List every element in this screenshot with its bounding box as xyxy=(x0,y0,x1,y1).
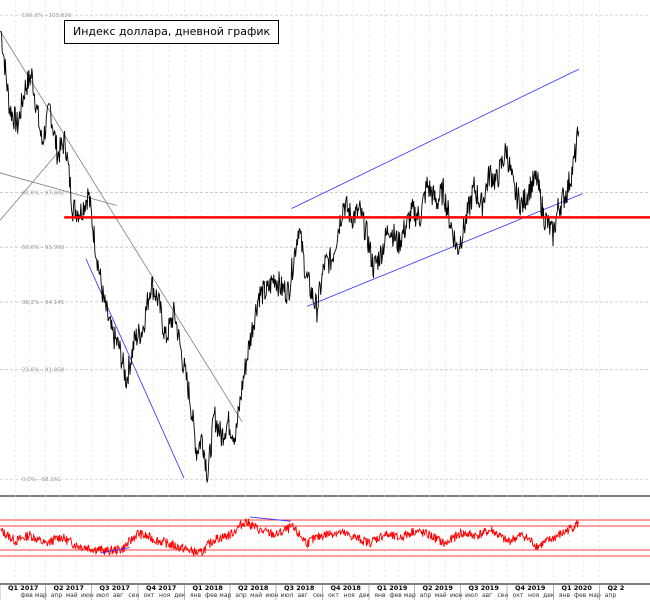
quarter-tick-label: Q4 2019 xyxy=(515,584,546,592)
month-tick-label: окт xyxy=(328,592,339,599)
month-tick-label: мар xyxy=(35,592,47,599)
month-tick-label: ноя xyxy=(344,592,356,599)
month-tick-label: авг xyxy=(482,592,492,599)
month-tick-label: мар xyxy=(589,592,601,599)
month-tick-label: мар xyxy=(404,592,416,599)
month-tick-label: фев xyxy=(20,592,33,599)
fib-level-label: 100,0% - 103,826 xyxy=(22,13,72,19)
month-tick-label: авг xyxy=(297,592,307,599)
month-tick-label: янв xyxy=(190,592,202,599)
month-tick-label: май xyxy=(66,592,78,599)
month-tick-label: июн xyxy=(450,592,463,599)
quarter-tick-label: Q4 2017 xyxy=(146,584,176,592)
fib-level-label: 61,8% - 97,842 xyxy=(22,190,64,196)
support-trendline xyxy=(0,172,117,206)
month-tick-label: май xyxy=(250,592,262,599)
month-tick-label: июн xyxy=(265,592,278,599)
month-tick-label: фев xyxy=(389,592,402,599)
month-tick-label: дек xyxy=(359,592,371,599)
fib-levels: 100,0% - 103,826 61,8% - 97,842 50,0% - 95… xyxy=(0,13,650,483)
month-tick-label: ноя xyxy=(528,592,540,599)
descending-trendline xyxy=(0,30,243,422)
quarter-tick-label: Q1 2017 xyxy=(8,584,38,592)
quarter-tick-label: Q1 2018 xyxy=(192,584,223,592)
osc-divergence-line-2 xyxy=(249,516,291,522)
fib-level-label: 23,6% - 91,858 xyxy=(22,368,65,374)
osc-divergence-line-1 xyxy=(101,547,130,554)
quarter-tick-label: Q1 2019 xyxy=(377,584,408,592)
fib-level-label: 0,0% - 88,161 xyxy=(22,477,61,483)
month-tick-label: мар xyxy=(219,592,231,599)
month-tick-label: дек xyxy=(174,592,186,599)
month-tick-label: апр xyxy=(605,592,617,599)
grid xyxy=(0,0,650,585)
month-tick-label: июл xyxy=(281,592,294,599)
price-line xyxy=(0,30,580,484)
quarter-tick-label: Q2 2017 xyxy=(53,584,83,592)
falling-channel-line xyxy=(85,258,185,479)
month-tick-label: сен xyxy=(313,592,324,599)
month-tick-label: апр xyxy=(235,592,247,599)
month-tick-label: июл xyxy=(96,592,109,599)
quarter-tick-label: Q2 2019 xyxy=(422,584,453,592)
month-tick-label: фев xyxy=(574,592,587,599)
month-tick-label: дек xyxy=(543,592,555,599)
month-tick-label: апр xyxy=(51,592,63,599)
trend-lines xyxy=(0,30,583,479)
short-trendline xyxy=(0,148,61,221)
quarter-tick-label: Q3 2018 xyxy=(284,584,315,592)
month-tick-label: сен xyxy=(128,592,139,599)
month-tick-label: июн xyxy=(81,592,94,599)
month-tick-label: ноя xyxy=(159,592,171,599)
fib-level-label: 50,0% - 95,993 xyxy=(22,245,65,251)
month-tick-label: июл xyxy=(465,592,478,599)
quarter-tick-label: Q1 2020 xyxy=(561,584,592,592)
month-tick-label: авг xyxy=(113,592,123,599)
chart-title: Индекс доллара, дневной график xyxy=(64,20,280,44)
month-tick-label: янв xyxy=(559,592,571,599)
rising-channel-top xyxy=(291,68,579,209)
month-tick-label: фев xyxy=(205,592,218,599)
quarter-tick-label: Q3 2017 xyxy=(99,584,129,592)
time-axis: фев мар апр май июн июл авг сен окт ноя дек янв фев м… xyxy=(0,584,624,600)
quarter-tick-label: Q4 2018 xyxy=(330,584,361,592)
rising-channel-bottom xyxy=(307,193,583,307)
month-tick-label: окт xyxy=(144,592,155,599)
month-tick-label: окт xyxy=(513,592,524,599)
month-tick-label: май xyxy=(435,592,447,599)
quarter-tick-label: Q3 2019 xyxy=(468,584,499,592)
quarter-tick-label: Q2 2 xyxy=(607,584,624,592)
month-tick-label: янв xyxy=(374,592,386,599)
quarter-tick-label: Q2 2018 xyxy=(238,584,269,592)
month-tick-label: сен xyxy=(497,592,508,599)
oscillator-line xyxy=(0,518,580,557)
oscillator-panel xyxy=(0,516,650,557)
fib-level-label: 38,2% - 94,145 xyxy=(22,300,65,306)
month-tick-label: апр xyxy=(420,592,432,599)
price-series xyxy=(0,30,580,484)
